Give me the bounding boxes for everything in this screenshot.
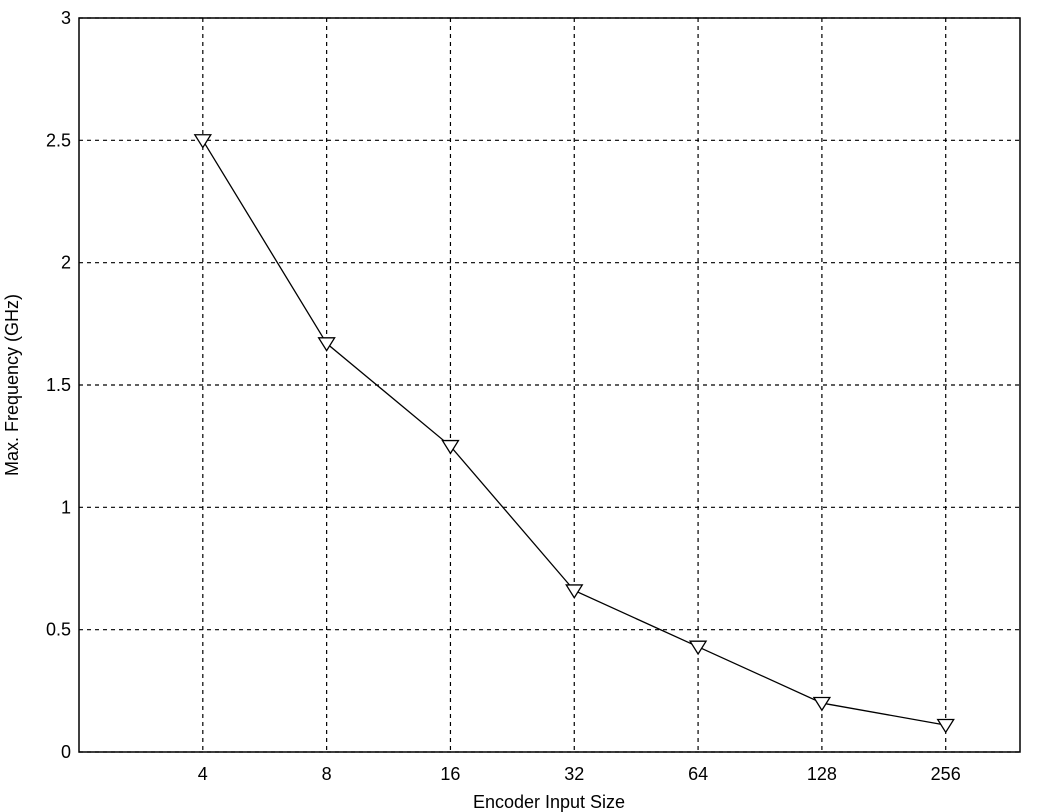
y-tick-label: 1.5 <box>46 375 71 395</box>
y-tick-label: 0 <box>61 742 71 762</box>
x-tick-label: 64 <box>688 764 708 784</box>
y-tick-label: 0.5 <box>46 620 71 640</box>
marker <box>441 439 460 455</box>
marker <box>688 640 708 656</box>
x-axis-label: Encoder Input Size <box>473 792 625 812</box>
y-tick-label: 3 <box>61 8 71 28</box>
plot-frame <box>78 17 1021 753</box>
y-tick-label: 1 <box>61 497 71 517</box>
y-axis-label: Max. Frequency (GHz) <box>2 294 22 476</box>
y-tick-label: 2.5 <box>46 130 71 150</box>
x-tick-label: 16 <box>440 764 460 784</box>
x-tick-label: 8 <box>322 764 332 784</box>
x-tick-label: 4 <box>198 764 208 784</box>
marker <box>565 584 584 599</box>
y-tick-label: 2 <box>61 253 71 273</box>
x-tick-label: 256 <box>931 764 961 784</box>
x-tick-label: 32 <box>564 764 584 784</box>
marker <box>193 134 212 149</box>
marker <box>317 337 336 352</box>
marker <box>936 718 955 734</box>
marker <box>812 696 832 712</box>
x-tick-label: 128 <box>807 764 837 784</box>
